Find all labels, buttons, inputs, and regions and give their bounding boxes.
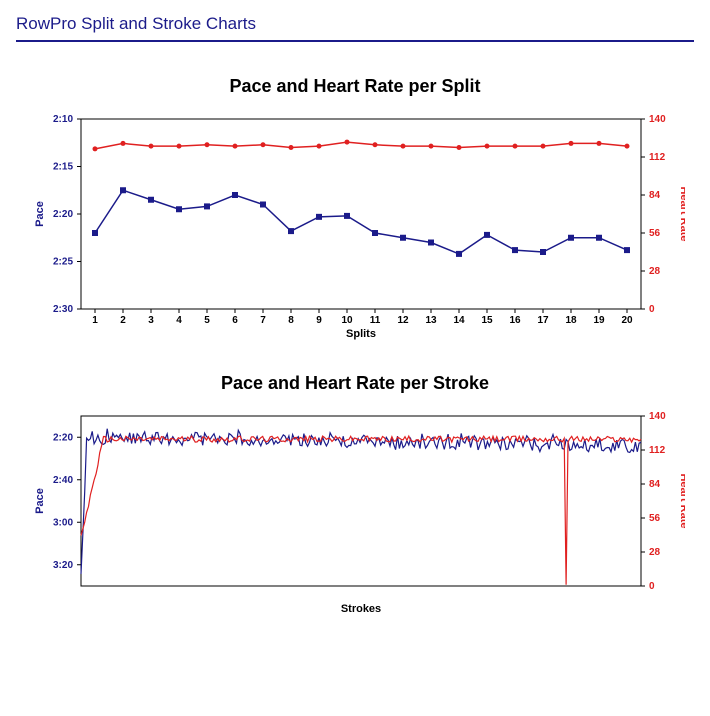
svg-text:2:20: 2:20 (53, 209, 73, 220)
svg-text:2:20: 2:20 (53, 432, 73, 443)
svg-text:13: 13 (425, 315, 437, 326)
svg-text:3: 3 (148, 315, 154, 326)
svg-text:20: 20 (621, 315, 633, 326)
svg-text:3:20: 3:20 (53, 560, 73, 571)
svg-text:2: 2 (120, 315, 126, 326)
svg-text:15: 15 (481, 315, 493, 326)
svg-text:56: 56 (649, 228, 661, 239)
svg-text:Pace: Pace (34, 201, 46, 227)
svg-text:84: 84 (649, 190, 661, 201)
svg-text:2:10: 2:10 (53, 114, 73, 125)
svg-text:6: 6 (232, 315, 238, 326)
svg-text:17: 17 (537, 315, 549, 326)
svg-text:140: 140 (649, 411, 666, 422)
svg-text:18: 18 (565, 315, 577, 326)
svg-text:5: 5 (204, 315, 210, 326)
svg-text:9: 9 (316, 315, 322, 326)
svg-text:3:00: 3:00 (53, 517, 73, 528)
svg-text:56: 56 (649, 513, 661, 524)
svg-text:Splits: Splits (346, 328, 376, 340)
svg-text:2:25: 2:25 (53, 257, 73, 268)
svg-text:8: 8 (288, 315, 294, 326)
svg-text:0: 0 (649, 304, 655, 315)
svg-text:112: 112 (649, 152, 666, 163)
svg-text:1: 1 (92, 315, 98, 326)
svg-text:11: 11 (370, 315, 381, 326)
chart1-title: Pace and Heart Rate per Split (16, 76, 694, 97)
svg-text:Heart Rate: Heart Rate (678, 473, 685, 528)
svg-text:19: 19 (593, 315, 605, 326)
svg-text:12: 12 (397, 315, 409, 326)
svg-text:0: 0 (649, 581, 655, 592)
svg-text:16: 16 (509, 315, 521, 326)
stroke-chart: 2:20 2:40 3:00 3:20 Pace 140 112 84 56 28 0 Heart R… (25, 402, 685, 622)
svg-text:140: 140 (649, 114, 666, 125)
svg-text:Strokes: Strokes (341, 603, 381, 615)
svg-text:10: 10 (341, 315, 353, 326)
svg-text:7: 7 (260, 315, 266, 326)
svg-text:84: 84 (649, 479, 661, 490)
svg-text:28: 28 (649, 266, 661, 277)
svg-text:Pace: Pace (34, 488, 46, 514)
svg-text:2:40: 2:40 (53, 475, 73, 486)
svg-text:Heart Rate: Heart Rate (678, 186, 685, 241)
svg-text:14: 14 (453, 315, 465, 326)
svg-text:2:30: 2:30 (53, 304, 73, 315)
svg-text:112: 112 (649, 445, 666, 456)
split-chart: 2:102:152:202:252:30Pace1401128456280Hea… (25, 105, 685, 345)
page-title: RowPro Split and Stroke Charts (16, 10, 694, 42)
svg-text:4: 4 (176, 315, 182, 326)
svg-text:2:15: 2:15 (53, 162, 73, 173)
chart2-title: Pace and Heart Rate per Stroke (16, 373, 694, 394)
svg-text:28: 28 (649, 547, 661, 558)
